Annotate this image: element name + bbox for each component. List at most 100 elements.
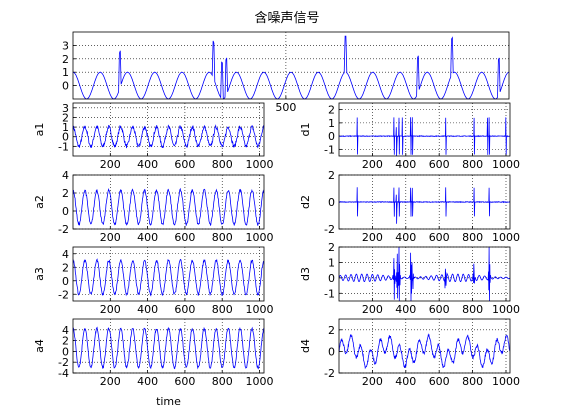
- series-line-a2: [72, 187, 265, 227]
- y-tick-label: 1: [62, 121, 69, 134]
- x-tick-label: 200: [362, 158, 383, 171]
- x-tick-label: 1000: [246, 231, 274, 244]
- x-tick-label: 500: [275, 101, 296, 114]
- x-tick-label: 800: [462, 231, 483, 244]
- x-tick-label: 800: [212, 158, 233, 171]
- x-tick-label: 1000: [492, 158, 520, 171]
- x-tick-label: 800: [212, 375, 233, 388]
- y-tick-label: 1: [328, 256, 335, 269]
- y-tick-label: 2: [62, 53, 69, 66]
- y-axis-label: d4: [299, 339, 312, 353]
- x-tick-label: 1000: [492, 231, 520, 244]
- y-tick-label: 4: [62, 169, 69, 182]
- y-tick-label: 1: [62, 66, 69, 79]
- x-tick-label: 1000: [246, 303, 274, 316]
- y-tick-label: 2: [62, 111, 69, 124]
- y-tick-label: 2: [328, 324, 335, 337]
- y-tick-label: 0: [62, 205, 69, 218]
- series-line-d1: [339, 117, 511, 157]
- x-tick-label: 600: [429, 303, 450, 316]
- panel-d2: 200 400 600 800 1000 -2 0 2 d2: [299, 169, 520, 244]
- y-tick-label: -4: [58, 367, 69, 380]
- x-tick-label: 400: [137, 158, 158, 171]
- x-tick-label: 600: [174, 303, 195, 316]
- y-tick-label: 4: [62, 248, 69, 261]
- y-tick-label: 0: [328, 196, 335, 209]
- axes-frame: [72, 102, 265, 157]
- plot-area: [73, 103, 264, 156]
- x-tick-label: 800: [462, 375, 483, 388]
- series-line-a4: [72, 326, 265, 370]
- x-tick-label: 200: [362, 231, 383, 244]
- y-tick-label: -2: [324, 367, 335, 380]
- axes-frame: [338, 174, 511, 230]
- y-tick-label: 2: [62, 335, 69, 348]
- x-axis-label: time: [156, 395, 181, 408]
- x-tick-label: 800: [212, 303, 233, 316]
- x-tick-label: 200: [100, 158, 121, 171]
- x-tick-label: 800: [462, 303, 483, 316]
- panel-a2: 200 400 600 800 1000 -2 0 2 4 a2: [33, 169, 274, 244]
- x-tick-label: 600: [429, 158, 450, 171]
- plot-area: [73, 32, 509, 99]
- series-line-a1: [72, 124, 265, 149]
- y-axis-label: d2: [299, 195, 312, 209]
- y-tick-label: 0: [62, 275, 69, 288]
- x-tick-label: 600: [429, 231, 450, 244]
- x-tick-label: 400: [137, 231, 158, 244]
- x-tick-label: 600: [429, 375, 450, 388]
- y-tick-label: 2: [328, 241, 335, 254]
- y-axis-label: a2: [33, 195, 46, 209]
- x-tick-label: 200: [100, 231, 121, 244]
- axes-frame: [72, 246, 265, 302]
- panel-d3: 200 400 600 800 1000 -1 0 1 2 d3: [299, 241, 520, 316]
- y-tick-label: 2: [328, 169, 335, 182]
- y-tick-label: 0: [328, 345, 335, 358]
- x-tick-label: 200: [362, 375, 383, 388]
- axes-frame: [338, 102, 511, 157]
- axes-frame: [72, 174, 265, 230]
- x-tick-label: 800: [212, 231, 233, 244]
- series-line-d3: [338, 246, 511, 302]
- y-tick-label: 0: [62, 80, 69, 93]
- y-tick-label: 4: [62, 324, 69, 337]
- axes-frame: [338, 246, 511, 302]
- y-tick-label: -2: [324, 223, 335, 236]
- x-tick-label: 400: [395, 375, 416, 388]
- y-axis-label: d1: [299, 123, 312, 137]
- x-tick-label: 400: [395, 231, 416, 244]
- y-tick-label: -1: [58, 140, 69, 153]
- x-tick-label: 400: [137, 375, 158, 388]
- y-tick-label: -2: [58, 223, 69, 236]
- x-tick-label: 200: [100, 375, 121, 388]
- plot-area: [73, 175, 264, 229]
- y-axis-label: a4: [33, 339, 46, 353]
- panel-d4: 200 400 600 800 1000 -2 0 2 d4: [299, 318, 520, 388]
- x-tick-label: 200: [362, 303, 383, 316]
- y-tick-label: 0: [62, 345, 69, 358]
- x-tick-label: 400: [137, 303, 158, 316]
- plot-area: [73, 247, 264, 301]
- plot-area: [339, 103, 510, 156]
- series-line-d4: [338, 333, 511, 370]
- axes-frame: [338, 318, 511, 374]
- x-tick-label: 600: [174, 375, 195, 388]
- x-tick-label: 800: [462, 158, 483, 171]
- y-tick-label: 0: [62, 131, 69, 144]
- y-tick-label: 2: [62, 187, 69, 200]
- y-tick-label: -1: [324, 143, 335, 156]
- x-tick-label: 1000: [492, 375, 520, 388]
- axes-frame: [72, 318, 265, 374]
- x-tick-label: 1000: [246, 375, 274, 388]
- y-tick-label: -1: [324, 287, 335, 300]
- y-tick-label: 2: [328, 104, 335, 117]
- series-line-a3: [72, 258, 265, 297]
- x-tick-label: 200: [100, 303, 121, 316]
- x-tick-label: 600: [174, 231, 195, 244]
- figure-title: 含噪声信号: [254, 10, 319, 26]
